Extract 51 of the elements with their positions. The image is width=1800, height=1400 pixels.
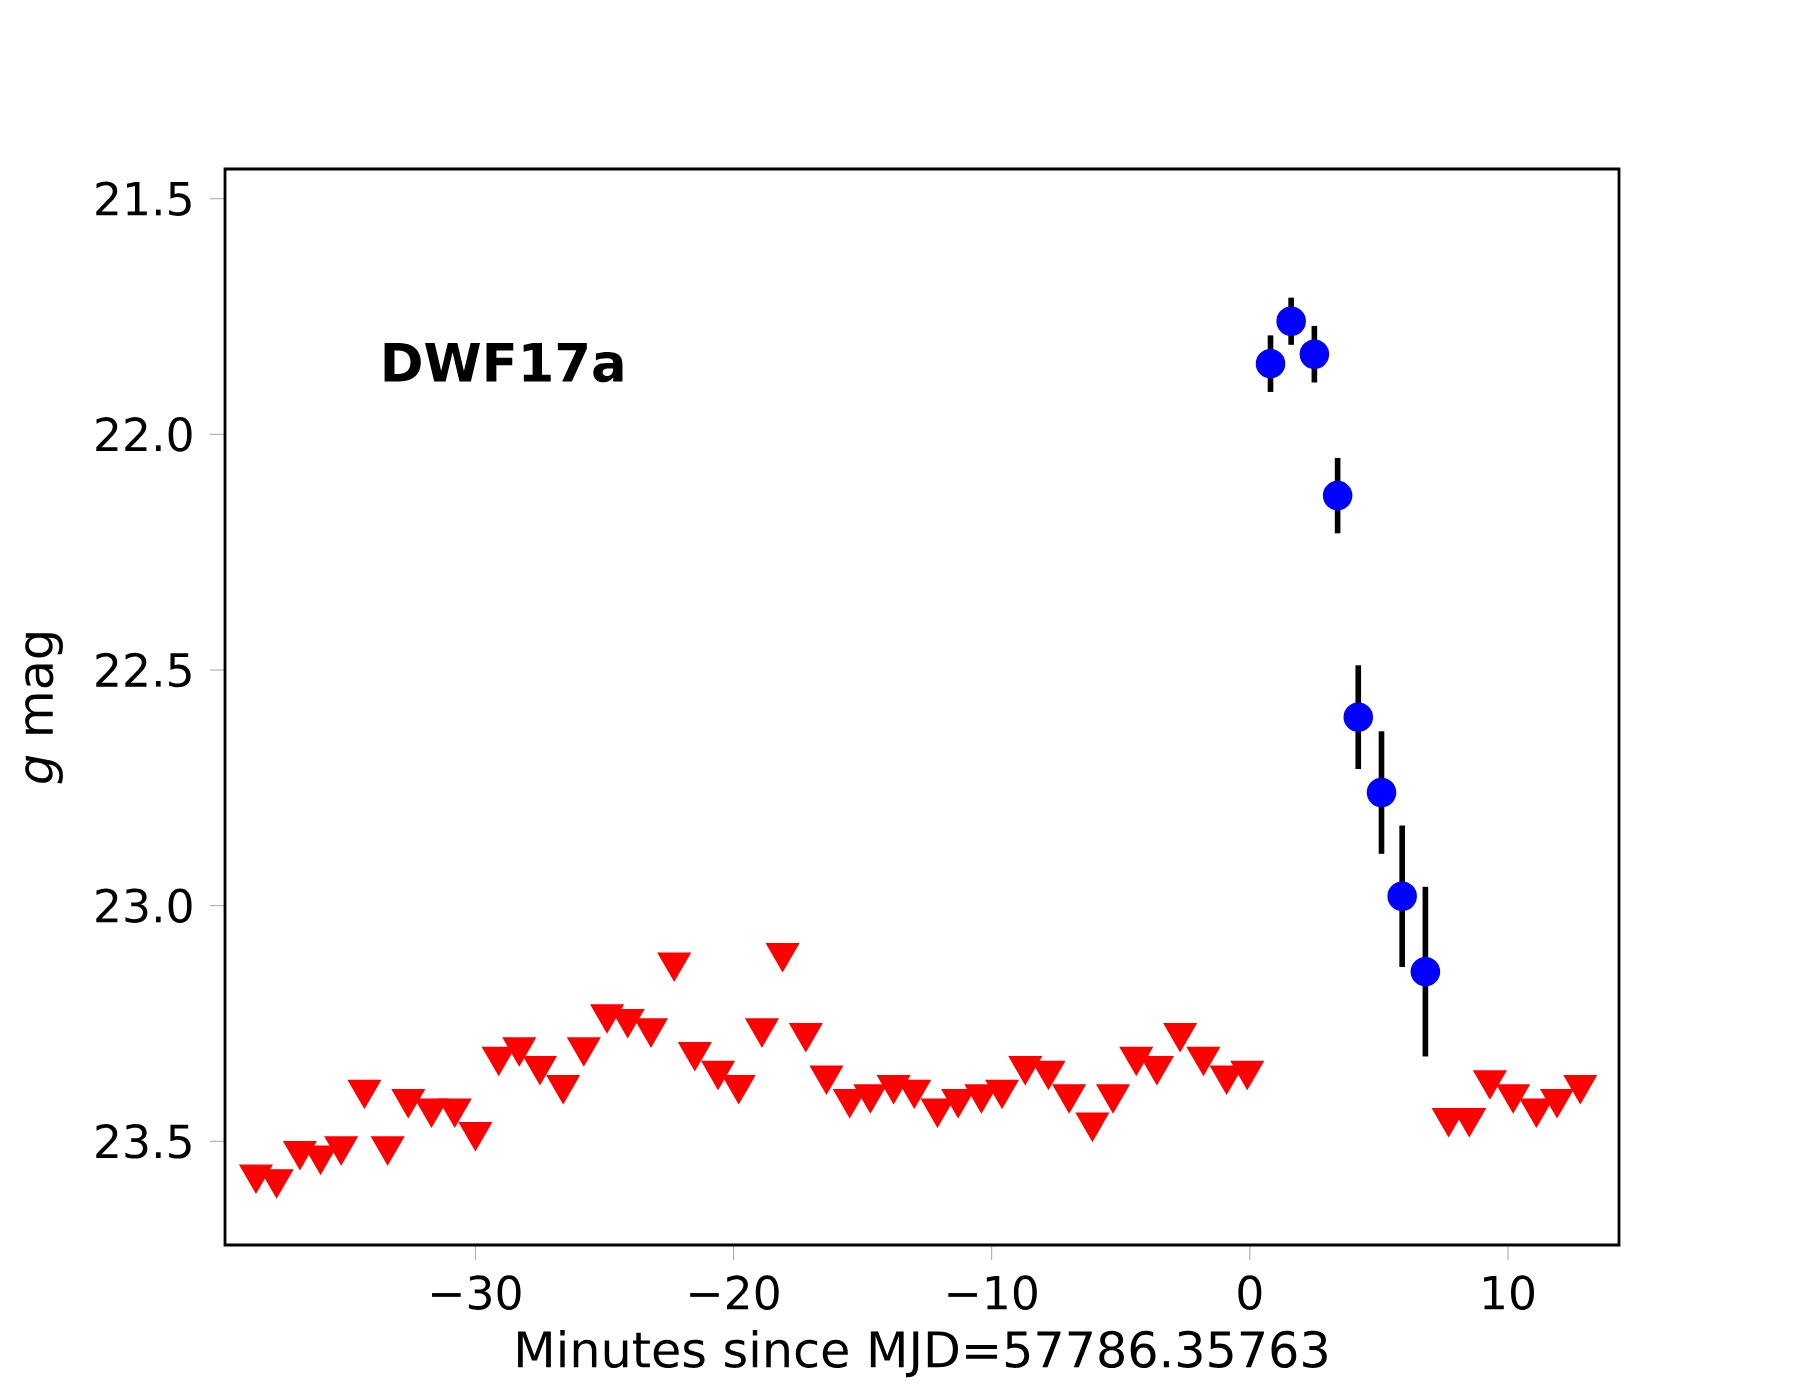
point (634, 1018, 668, 1048)
y-axis-title: g mag (25, 633, 63, 784)
point (1473, 1070, 1507, 1100)
point (657, 952, 691, 982)
point (502, 1037, 536, 1067)
point (523, 1056, 557, 1085)
point (1299, 339, 1330, 369)
x-tick-label: −20 (690, 1275, 779, 1310)
point (789, 1023, 823, 1052)
point (1096, 1084, 1130, 1114)
point (567, 1037, 601, 1067)
point (324, 1136, 358, 1166)
point (1230, 1060, 1264, 1090)
x-tick-label: −30 (432, 1275, 521, 1310)
y-tick-label: 21.5 (96, 181, 191, 216)
point (371, 1136, 405, 1166)
point (1255, 348, 1286, 379)
point (853, 1084, 887, 1114)
point (678, 1041, 712, 1071)
point (1496, 1084, 1530, 1114)
x-tick-label: 10 (1483, 1275, 1534, 1310)
point (1075, 1112, 1109, 1142)
annotation: DWF17a (384, 343, 623, 383)
point (701, 1060, 735, 1090)
x-tick-label: 0 (1238, 1275, 1262, 1310)
y-tick-label: 22.5 (96, 652, 191, 688)
point (458, 1122, 492, 1151)
point (1276, 306, 1306, 336)
point (985, 1079, 1019, 1109)
y-tick-label: 22.0 (96, 417, 192, 452)
point (1322, 480, 1353, 511)
point (722, 1074, 756, 1104)
point (1163, 1023, 1197, 1052)
point (1119, 1046, 1153, 1076)
point (809, 1065, 844, 1095)
x-tick-label: −10 (948, 1275, 1037, 1310)
y-tick-label: 23.0 (96, 888, 192, 923)
x-axis-title: Minutes since MJD=57786.35763 (518, 1329, 1327, 1378)
point (347, 1079, 381, 1109)
point (1540, 1089, 1574, 1118)
point (590, 1004, 624, 1034)
point (745, 1018, 779, 1048)
point (438, 1098, 472, 1128)
point (1186, 1046, 1220, 1076)
point (1052, 1084, 1086, 1114)
point (766, 942, 800, 972)
point (546, 1074, 580, 1104)
point (1008, 1056, 1042, 1085)
y-tick-label: 23.5 (96, 1124, 191, 1159)
point (391, 1089, 425, 1118)
point (1563, 1074, 1597, 1104)
